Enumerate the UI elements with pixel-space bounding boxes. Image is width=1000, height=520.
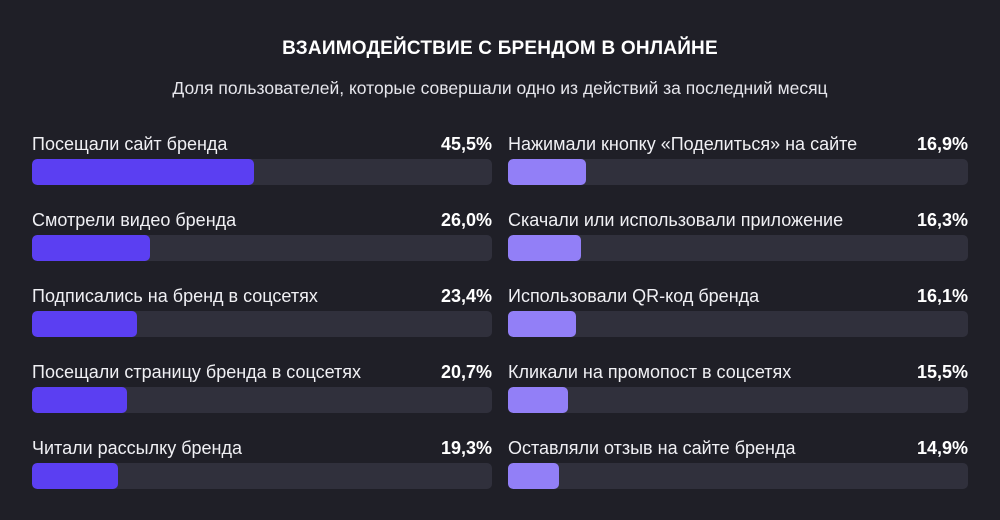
bar-label: Смотрели видео бренда xyxy=(32,210,237,230)
bar-value: 26,0% xyxy=(440,210,492,230)
bar-row: Использовали QR-код бренда 16,1% xyxy=(508,284,968,360)
bar-label: Использовали QR-код бренда xyxy=(508,286,760,306)
bar-value: 16,3% xyxy=(916,210,968,230)
bar-row: Подписались на бренд в соцсетях 23,4% xyxy=(32,284,492,360)
bar-track xyxy=(32,387,492,413)
bar-row: Кликали на промопост в соцсетях 15,5% xyxy=(508,360,968,436)
bar-label: Подписались на бренд в соцсетях xyxy=(32,286,318,306)
bar-label: Посещали страницу бренда в соцсетях xyxy=(32,362,361,382)
left-column: Посещали сайт бренда 45,5% Смотрели виде… xyxy=(32,132,492,512)
bar-fill xyxy=(32,387,127,413)
bar-fill xyxy=(32,159,254,185)
bar-value: 16,9% xyxy=(916,134,968,154)
bar-row: Смотрели видео бренда 26,0% xyxy=(32,208,492,284)
bar-value: 16,1% xyxy=(916,286,968,306)
bar-track xyxy=(32,311,492,337)
bar-fill xyxy=(508,235,581,261)
bar-value: 15,5% xyxy=(916,362,968,382)
bar-fill xyxy=(508,311,576,337)
bar-track xyxy=(32,463,492,489)
bar-label: Скачали или использовали приложение xyxy=(508,210,844,230)
bar-fill xyxy=(32,235,150,261)
bar-label: Кликали на промопост в соцсетях xyxy=(508,362,792,382)
bar-value: 45,5% xyxy=(440,134,492,154)
bar-track xyxy=(508,387,968,413)
bar-value: 23,4% xyxy=(440,286,492,306)
bar-fill xyxy=(508,463,559,489)
bar-track xyxy=(508,159,968,185)
bar-label: Посещали сайт бренда xyxy=(32,134,228,154)
bar-track xyxy=(32,235,492,261)
bar-value: 20,7% xyxy=(440,362,492,382)
bar-label: Нажимали кнопку «Поделиться» на сайте xyxy=(508,134,858,154)
bar-row: Нажимали кнопку «Поделиться» на сайте 16… xyxy=(508,132,968,208)
chart-title: ВЗАИМОДЕЙСТВИЕ С БРЕНДОМ В ОНЛАЙНЕ xyxy=(282,38,718,59)
bar-row: Посещали страницу бренда в соцсетях 20,7… xyxy=(32,360,492,436)
bar-fill xyxy=(32,463,118,489)
bar-label: Читали рассылку бренда xyxy=(32,438,242,458)
bar-label: Оставляли отзыв на сайте бренда xyxy=(508,438,796,458)
bar-track xyxy=(32,159,492,185)
bar-track xyxy=(508,235,968,261)
chart-subtitle: Доля пользователей, которые совершали од… xyxy=(172,78,828,98)
bar-track xyxy=(508,311,968,337)
bar-track xyxy=(508,463,968,489)
bar-fill xyxy=(508,159,586,185)
bar-fill xyxy=(508,387,568,413)
bar-row: Скачали или использовали приложение 16,3… xyxy=(508,208,968,284)
bar-row: Читали рассылку бренда 19,3% xyxy=(32,436,492,512)
bar-fill xyxy=(32,311,137,337)
bar-row: Оставляли отзыв на сайте бренда 14,9% xyxy=(508,436,968,512)
bar-value: 19,3% xyxy=(440,438,492,458)
bar-value: 14,9% xyxy=(916,438,968,458)
right-column: Нажимали кнопку «Поделиться» на сайте 16… xyxy=(508,132,968,512)
bar-row: Посещали сайт бренда 45,5% xyxy=(32,132,492,208)
